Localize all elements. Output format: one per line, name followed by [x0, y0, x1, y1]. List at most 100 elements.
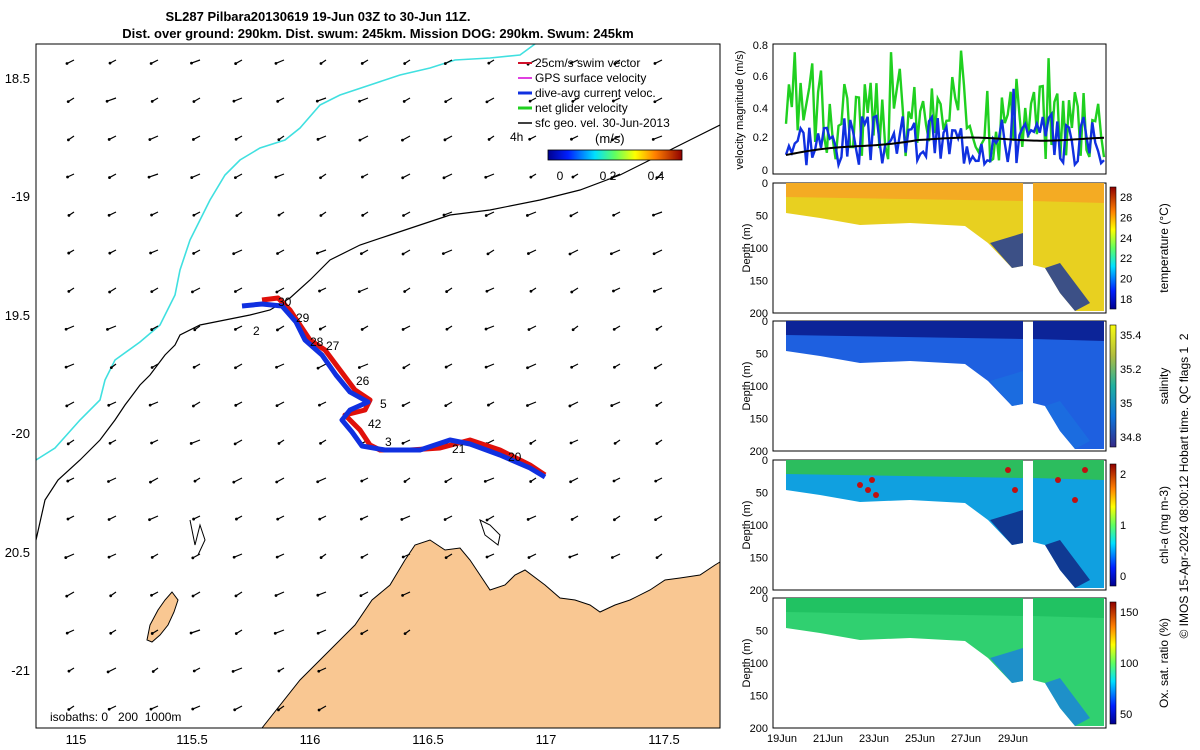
arrow-head	[234, 594, 238, 598]
arrow-head	[487, 138, 491, 141]
arrow	[485, 211, 495, 217]
arrow-head	[486, 252, 490, 256]
arrow-head	[529, 175, 533, 179]
depth-tick: 100	[750, 658, 768, 670]
arrow-head	[613, 62, 617, 66]
arrow-head	[67, 708, 71, 711]
map-x-tick: 117	[536, 732, 557, 747]
arrow-head	[568, 404, 572, 408]
arrow-head	[319, 441, 322, 445]
arrow-head	[319, 176, 322, 180]
arrow-head	[64, 365, 68, 369]
arrow	[359, 97, 369, 102]
arrow-head	[485, 289, 489, 293]
arrow-head	[107, 707, 111, 711]
depth-tick: 0	[762, 178, 768, 190]
arrow-head	[360, 175, 364, 179]
colorbar-tick: 0.4	[648, 169, 665, 183]
arrow	[527, 363, 537, 369]
depth-tick: 200	[750, 308, 768, 320]
vel-tick: 0.6	[753, 71, 768, 83]
day-label-2: 2	[253, 324, 260, 338]
vel-tick: 0	[762, 165, 768, 177]
depth-tick: 150	[750, 276, 768, 288]
chla-surface-layer-right	[1033, 460, 1104, 480]
chla-dot	[869, 477, 875, 483]
arrow-head	[612, 479, 616, 483]
salinity-cbar-label: salinity	[1157, 368, 1171, 405]
arrow-head	[150, 366, 154, 369]
temperature-cbar-tick: 28	[1120, 192, 1132, 204]
arrow-head	[653, 100, 657, 104]
arrow-head	[570, 290, 574, 294]
chla-deep-layer	[990, 510, 1090, 588]
arrow-head	[190, 61, 193, 65]
map-x-tick: 117.5	[648, 732, 680, 747]
arrow-head	[316, 631, 320, 635]
arrow-head	[149, 480, 152, 484]
arrow	[611, 173, 621, 179]
arrow-head	[276, 517, 280, 521]
depth-tick: 0	[762, 455, 768, 467]
arrow-head	[234, 62, 238, 65]
speed-colorbar	[547, 149, 683, 161]
arrow-head	[444, 100, 448, 103]
arrow-head	[150, 555, 154, 559]
chla-hotspots	[857, 467, 1088, 503]
arrow	[569, 401, 579, 407]
arrow-head	[192, 252, 196, 255]
arrow-head	[67, 289, 71, 293]
arrow-head	[655, 176, 659, 180]
temperature-depth-label: Depth (m)	[741, 224, 753, 273]
arrow-head	[64, 556, 68, 559]
arrow-head	[526, 366, 529, 370]
arrow-head	[274, 594, 278, 597]
arrow-head	[107, 555, 111, 559]
arrow-head	[401, 441, 405, 445]
arrow-head	[66, 100, 70, 104]
arrow-head	[150, 213, 153, 217]
arrow-head	[106, 327, 109, 331]
arrow	[191, 59, 201, 64]
velocity-y-label: velocity magnitude (m/s)	[734, 50, 746, 169]
depth-tick: 100	[750, 243, 768, 255]
depth-tick: 0	[762, 593, 768, 605]
oxsat-colorbar	[1109, 601, 1117, 725]
arrow-head	[651, 137, 655, 141]
map-x-tick: 116.5	[412, 732, 444, 747]
arrow-head	[652, 252, 656, 256]
arrow-head	[316, 137, 320, 141]
arrow-head	[527, 252, 530, 255]
arrow	[65, 325, 75, 330]
oxsat-cbar-tick: 100	[1120, 658, 1138, 670]
arrow-head	[232, 252, 236, 256]
arrow-head	[65, 631, 69, 635]
arrow-head	[189, 631, 193, 635]
chla-dot	[857, 482, 863, 488]
arrow-head	[319, 214, 323, 217]
arrow-head	[192, 100, 196, 103]
arrow	[233, 553, 243, 558]
temperature-colorbar	[1109, 186, 1117, 310]
day-label-5: 5	[380, 397, 387, 411]
chla-colorbar	[1109, 463, 1117, 587]
arrow-head	[526, 404, 529, 407]
arrow-head	[148, 403, 152, 407]
arrow	[527, 515, 537, 520]
arrow	[317, 629, 327, 634]
time-tick: 29Jun	[998, 733, 1028, 745]
isobath-0m	[35, 43, 536, 461]
velocity-y-ticks: 0 0.2 0.4 0.6 0.8	[753, 40, 768, 177]
arrow-head	[612, 213, 616, 217]
arrow-head	[316, 366, 320, 370]
day-label-20: 20	[508, 450, 522, 464]
arrow-head	[192, 213, 196, 217]
arrow-head	[273, 631, 277, 635]
chla-panel: 0 50 100 150 200 Depth (m) 0 1 2 chl-a (mg m-3)	[741, 455, 1171, 597]
map-x-tick: 115	[66, 732, 87, 747]
temperature-field-left	[786, 183, 1023, 268]
arrow-head	[64, 327, 68, 331]
arrow	[485, 477, 495, 482]
arrow-head	[485, 518, 489, 522]
arrow-head	[275, 404, 279, 407]
